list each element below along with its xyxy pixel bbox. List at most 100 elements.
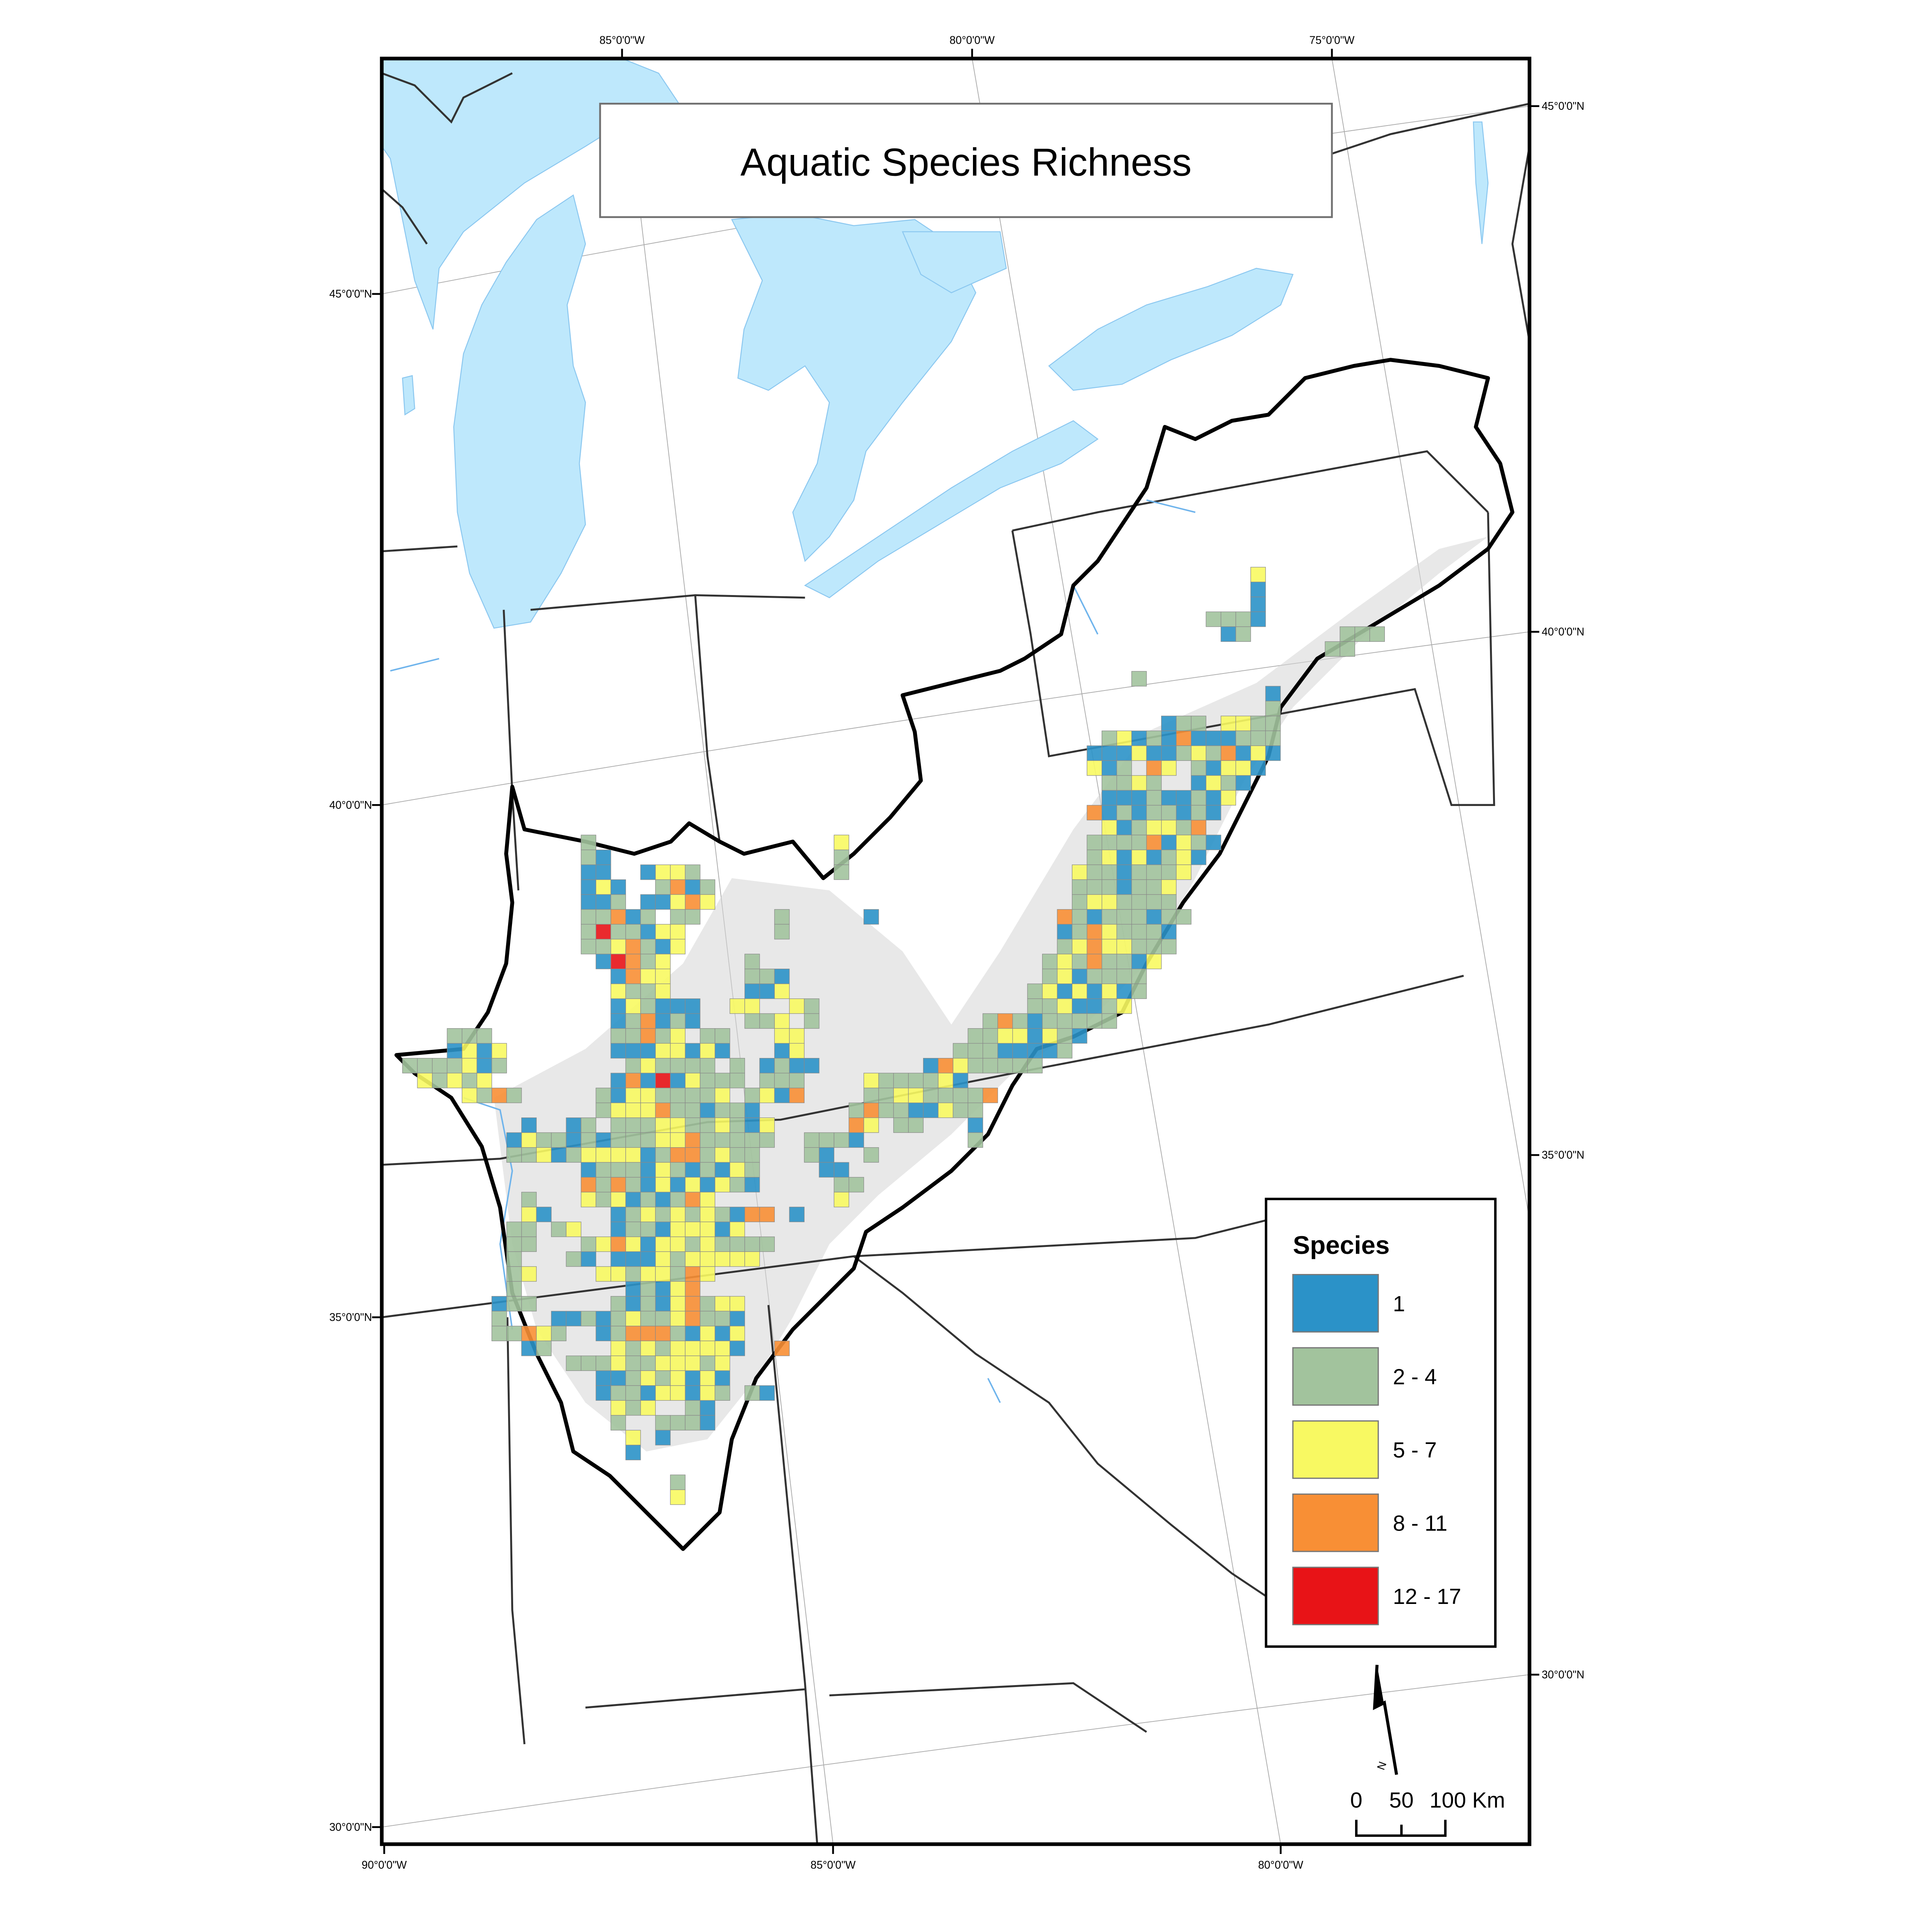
richness-cell bbox=[670, 1117, 685, 1133]
richness-cell bbox=[595, 1370, 611, 1386]
richness-cell bbox=[1116, 983, 1132, 999]
richness-cell bbox=[714, 1221, 730, 1237]
richness-cell bbox=[581, 1251, 596, 1267]
richness-cell bbox=[1071, 924, 1087, 940]
richness-cell bbox=[1146, 745, 1162, 761]
richness-cell bbox=[595, 1355, 611, 1371]
richness-cell bbox=[492, 1326, 507, 1341]
richness-cell bbox=[625, 939, 641, 954]
richness-cell bbox=[640, 1132, 656, 1148]
richness-cell bbox=[640, 1177, 656, 1192]
richness-cell bbox=[759, 1088, 775, 1103]
richness-cell bbox=[595, 924, 611, 940]
richness-cell bbox=[744, 1236, 760, 1252]
richness-cell bbox=[685, 1326, 701, 1341]
richness-cell bbox=[700, 1043, 716, 1059]
richness-cell bbox=[744, 1013, 760, 1029]
richness-cell bbox=[655, 1370, 671, 1386]
richness-cell bbox=[1191, 820, 1206, 835]
richness-cell bbox=[640, 1147, 656, 1163]
richness-cell bbox=[804, 1058, 820, 1073]
richness-cell bbox=[982, 1028, 998, 1044]
richness-cell bbox=[625, 1207, 641, 1222]
richness-cell bbox=[730, 1311, 745, 1327]
richness-cell bbox=[670, 1281, 685, 1297]
richness-cell bbox=[640, 1326, 656, 1341]
richness-cell bbox=[1057, 1013, 1073, 1029]
richness-cell bbox=[476, 1043, 492, 1059]
richness-cell bbox=[1265, 701, 1281, 716]
richness-cell bbox=[849, 1102, 864, 1118]
richness-cell bbox=[655, 1340, 671, 1356]
richness-cell bbox=[462, 1058, 477, 1073]
richness-cell bbox=[685, 1102, 701, 1118]
richness-cell bbox=[521, 1147, 537, 1163]
legend-swatch bbox=[1292, 1566, 1379, 1626]
richness-cell bbox=[670, 1132, 685, 1148]
richness-cell bbox=[685, 1192, 701, 1208]
richness-cell bbox=[625, 1385, 641, 1401]
richness-cell bbox=[1116, 745, 1132, 761]
richness-cell bbox=[640, 1251, 656, 1267]
richness-cell bbox=[700, 1370, 716, 1386]
richness-cell bbox=[1087, 760, 1102, 776]
richness-cell bbox=[1116, 849, 1132, 865]
richness-cell bbox=[700, 1400, 716, 1416]
richness-cell bbox=[774, 1340, 790, 1356]
richness-cell bbox=[1102, 983, 1117, 999]
richness-cell bbox=[1206, 790, 1221, 806]
richness-cell bbox=[1102, 805, 1117, 821]
scale-tick-0: 0 bbox=[1350, 1788, 1362, 1813]
richness-cell bbox=[1191, 730, 1206, 746]
richness-cell bbox=[1235, 745, 1251, 761]
richness-cell bbox=[908, 1117, 924, 1133]
richness-cell bbox=[1102, 998, 1117, 1014]
richness-cell bbox=[625, 1430, 641, 1446]
richness-cell bbox=[1206, 775, 1221, 791]
richness-cell bbox=[938, 1058, 954, 1073]
richness-cell bbox=[670, 894, 685, 910]
richness-cell bbox=[625, 1281, 641, 1297]
richness-cell bbox=[1161, 790, 1177, 806]
map-frame bbox=[380, 56, 1532, 1846]
richness-cell bbox=[1071, 909, 1087, 925]
richness-cell bbox=[878, 1102, 894, 1118]
richness-cell bbox=[1027, 983, 1043, 999]
richness-cell bbox=[1146, 879, 1162, 895]
richness-cell bbox=[714, 1311, 730, 1327]
richness-cell bbox=[1087, 954, 1102, 969]
top-label-75w: 75°0'0"W bbox=[1310, 34, 1355, 47]
richness-cell bbox=[640, 1355, 656, 1371]
richness-cell bbox=[685, 909, 701, 925]
richness-cell bbox=[893, 1073, 909, 1088]
richness-cell bbox=[655, 1311, 671, 1327]
richness-cell bbox=[566, 1147, 582, 1163]
richness-cell bbox=[1087, 879, 1102, 895]
richness-cell bbox=[1131, 790, 1147, 806]
richness-cell bbox=[685, 1221, 701, 1237]
richness-cell bbox=[670, 1177, 685, 1192]
richness-cell bbox=[655, 983, 671, 999]
richness-cell bbox=[1057, 1028, 1073, 1044]
richness-cell bbox=[640, 939, 656, 954]
richness-cell bbox=[476, 1028, 492, 1044]
richness-cell bbox=[700, 1326, 716, 1341]
richness-cell bbox=[536, 1340, 552, 1356]
richness-cell bbox=[492, 1043, 507, 1059]
richness-cell bbox=[670, 1296, 685, 1311]
richness-cell bbox=[611, 1013, 626, 1029]
richness-cell bbox=[774, 983, 790, 999]
richness-cell bbox=[744, 1177, 760, 1192]
richness-cell bbox=[536, 1207, 552, 1222]
richness-cell bbox=[1116, 909, 1132, 925]
left-label-30n: 30°0'0"N bbox=[329, 1821, 372, 1833]
richness-cell bbox=[611, 1207, 626, 1222]
richness-cell bbox=[1116, 939, 1132, 954]
richness-cell bbox=[595, 1311, 611, 1327]
richness-cell bbox=[1027, 1013, 1043, 1029]
richness-cell bbox=[744, 1102, 760, 1118]
richness-cell bbox=[804, 1147, 820, 1163]
richness-cell bbox=[700, 1221, 716, 1237]
richness-cell bbox=[640, 968, 656, 984]
richness-cell bbox=[730, 1058, 745, 1073]
